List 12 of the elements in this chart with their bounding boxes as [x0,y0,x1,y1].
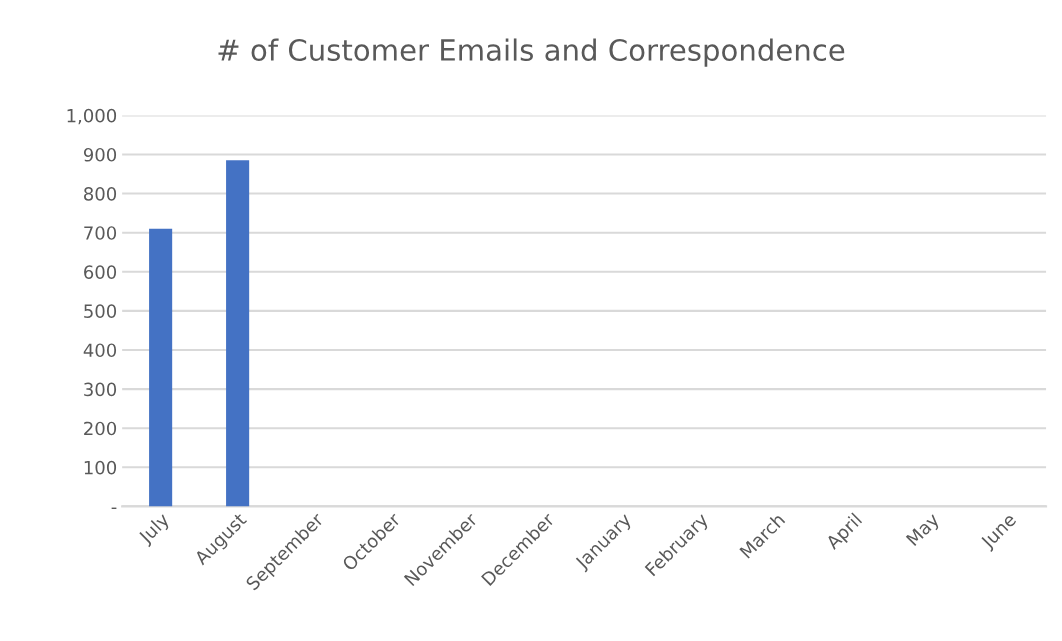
y-tick-label: 800 [84,187,117,201]
y-tick-label: 900 [83,147,117,162]
y-tick-label: 400 [83,343,117,358]
y-tick-label: 1,000 [67,108,117,125]
y-tick-label: 300 [84,382,117,397]
y-tick-label: 500 [84,304,117,318]
chart-title: # of Customer Emails and Correspondence [218,38,845,67]
y-tick-label: - [111,507,117,510]
y-tick-label: 200 [84,421,117,436]
y-tick-label: 600 [84,265,117,279]
y-tick-label: 100 [84,460,117,475]
y-tick-label: 700 [84,226,117,240]
